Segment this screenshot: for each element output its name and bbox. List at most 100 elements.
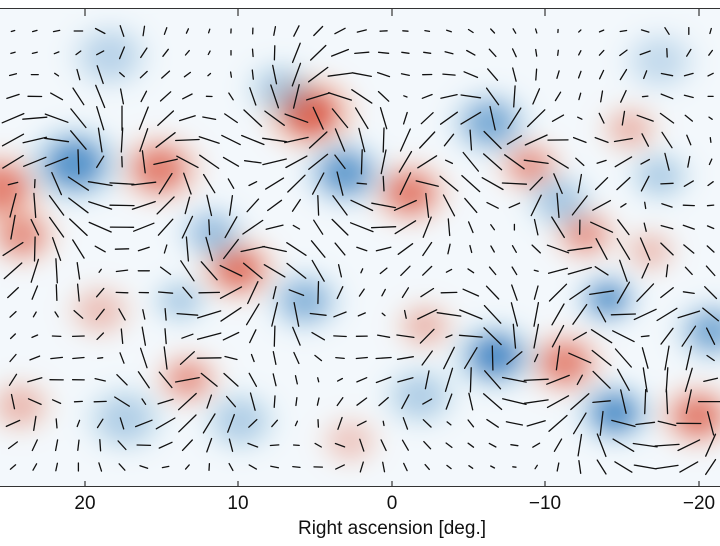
polarization-segment (311, 172, 325, 195)
polarization-segment (286, 262, 307, 279)
polarization-segment (376, 334, 391, 338)
polarization-segment (219, 264, 243, 277)
polarization-segment (639, 237, 651, 261)
polarization-segment (9, 193, 17, 218)
polarization-segment (222, 331, 240, 341)
polarization-segment (483, 304, 502, 324)
polarization-segment (184, 49, 190, 56)
polarization-segment (249, 329, 257, 344)
polarization-segment (354, 107, 369, 130)
polarization-segment (684, 266, 693, 276)
x-tick-label: −20 (682, 493, 716, 514)
polarization-segment (227, 178, 235, 189)
polarization-segment (578, 50, 582, 56)
polarization-segment (182, 286, 193, 299)
polarization-segment (225, 395, 237, 408)
polarization-segment (351, 89, 373, 104)
polarization-segment (199, 154, 220, 170)
polarization-segment (490, 465, 496, 469)
polarization-segment (526, 109, 546, 128)
polarization-segment (9, 310, 17, 318)
polarization-segment (248, 464, 258, 470)
polarization-segment (242, 262, 263, 280)
polarization-segment (682, 224, 695, 230)
polarization-segment (137, 246, 150, 252)
polarization-segment (504, 154, 525, 170)
polarization-segment (377, 71, 391, 78)
polarization-segment (30, 218, 40, 236)
polarization-segment (314, 442, 322, 448)
polarization-segment (292, 224, 301, 230)
polarization-segment (271, 302, 279, 327)
polarization-segment (523, 159, 549, 165)
polarization-segment (350, 199, 374, 212)
polarization-segment (424, 370, 430, 390)
polarization-segment (467, 221, 474, 234)
polarization-segment (423, 51, 432, 54)
polarization-segment (175, 138, 200, 142)
polarization-segment (224, 355, 238, 361)
polarization-segment (180, 260, 195, 282)
polarization-segment (557, 49, 559, 56)
polarization-segment (655, 464, 679, 470)
polarization-segment (337, 264, 343, 278)
polarization-segment (176, 312, 199, 316)
polarization-segment (443, 133, 455, 147)
polarization-segment (379, 267, 388, 275)
polarization-segment (356, 182, 368, 185)
polarization-segment (501, 376, 527, 383)
polarization-segment (533, 218, 539, 236)
polarization-segment (512, 67, 517, 82)
polarization-segment (417, 155, 438, 169)
polarization-segment (614, 461, 633, 473)
polarization-segment (511, 245, 517, 253)
polarization-segment (502, 398, 527, 406)
polarization-segment (161, 465, 170, 469)
polarization-segment (594, 136, 609, 144)
polarization-segment (443, 346, 455, 370)
polarization-segment (469, 244, 473, 254)
polarization-segment (378, 396, 389, 407)
polarization-segment (98, 268, 102, 273)
polarization-segment (119, 88, 125, 105)
polarization-segment (446, 421, 452, 426)
polarization-segment (313, 25, 324, 37)
polarization-segment (96, 418, 104, 429)
polarization-segment (2, 241, 24, 257)
polarization-segment (511, 48, 517, 58)
x-tick-label: −10 (528, 493, 562, 514)
polarization-segment (95, 308, 105, 321)
polarization-segment (596, 306, 607, 323)
polarization-segment (224, 113, 238, 124)
polarization-segment (440, 93, 458, 99)
polarization-segment (313, 219, 324, 235)
polarization-segment (619, 68, 628, 81)
polarization-segment (396, 356, 414, 360)
polarization-segment (490, 245, 495, 253)
polarization-segment (317, 377, 320, 383)
polarization-segment (33, 415, 37, 432)
polarization-segment (708, 49, 714, 56)
polarization-segment (119, 25, 125, 37)
polarization-segment (706, 245, 715, 253)
polarization-segment (598, 69, 605, 80)
polarization-segment (423, 440, 432, 450)
polarization-segment (445, 334, 453, 339)
polarization-segment (665, 388, 669, 415)
polarization-segment (621, 110, 626, 126)
polarization-segment (334, 27, 346, 35)
polarization-segment (311, 331, 326, 341)
polarization-segment (292, 465, 301, 469)
polarization-segment (68, 197, 89, 214)
polarization-segment (639, 50, 651, 56)
polarization-segment (23, 156, 47, 167)
polarization-segment (223, 238, 239, 260)
polarization-segment (489, 105, 496, 131)
polarization-segment (613, 137, 633, 143)
polarization-segment (460, 94, 482, 99)
polarization-segment (459, 309, 483, 320)
polarization-segment (425, 192, 430, 218)
polarization-segment (263, 264, 286, 278)
polarization-segment (487, 68, 499, 81)
polarization-segment (55, 462, 59, 472)
